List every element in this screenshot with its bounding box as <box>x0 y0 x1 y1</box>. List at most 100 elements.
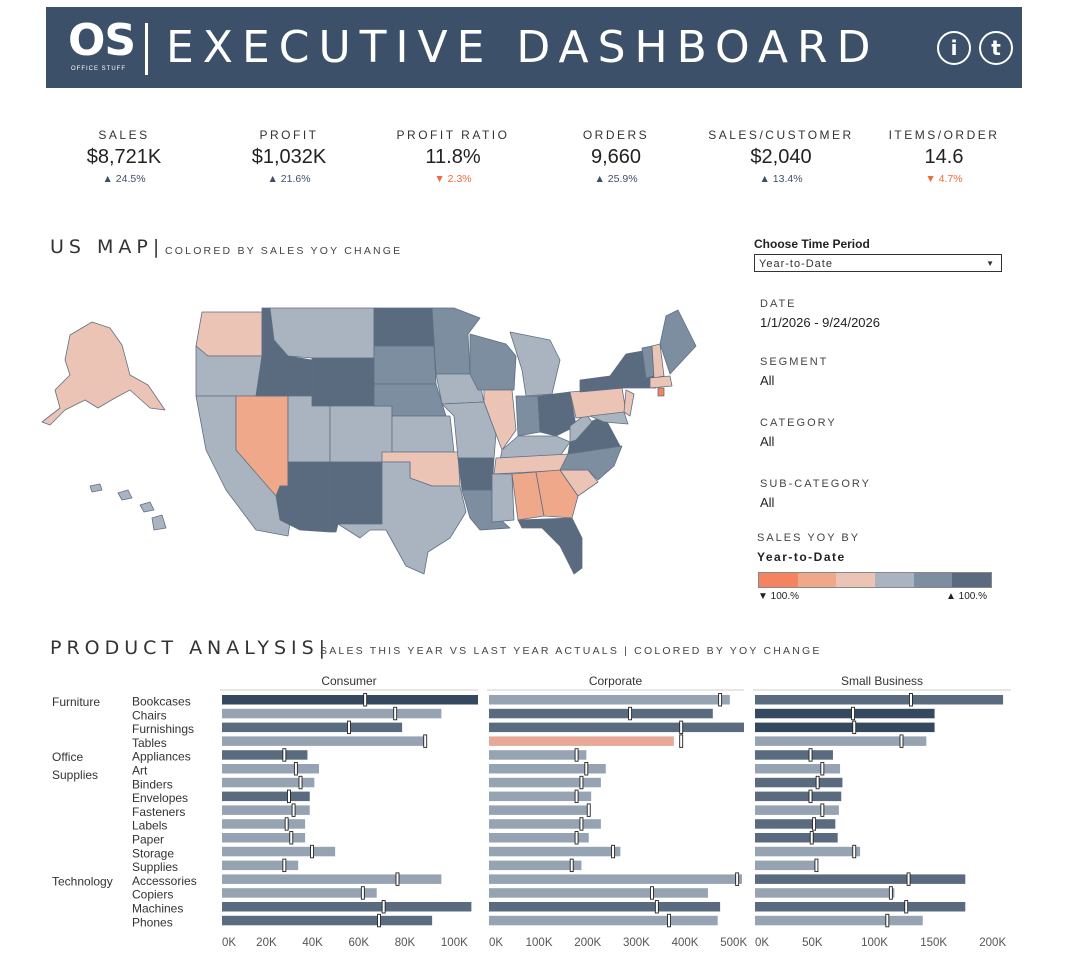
state-kansas <box>391 415 455 453</box>
kpi-value: 14.6 <box>924 146 964 168</box>
bar-this-year <box>222 805 310 815</box>
kpi-change: ▼ 2.3% <box>434 173 472 185</box>
subcategory-label: Labels <box>132 819 167 833</box>
marker-last-year <box>293 762 298 776</box>
marker-last-year <box>885 913 890 928</box>
category-label: Office <box>52 750 83 764</box>
state-mississippi <box>491 473 515 523</box>
kpi-value: 11.8% <box>425 146 481 168</box>
subcategory-label: Binders <box>132 777 173 791</box>
state-new-jersey <box>623 389 635 417</box>
kpi-change: ▲ 21.6% <box>267 173 311 185</box>
kpi-card: ITEMS/ORDER 14.6 ▼ 4.7% <box>869 128 1019 185</box>
kpi-change: ▼ 4.7% <box>925 173 963 185</box>
marker-last-year <box>363 693 368 707</box>
subcategory-label: Furnishings <box>132 722 194 736</box>
bar-this-year <box>222 777 315 788</box>
segment-header: Corporate <box>589 674 643 688</box>
subcategory-value[interactable]: All <box>760 495 775 510</box>
marker-last-year <box>808 748 813 762</box>
marker-last-year <box>377 913 381 928</box>
bar-this-year <box>755 874 966 884</box>
bar-this-year <box>222 860 299 871</box>
bar-this-year <box>755 695 1004 705</box>
date-value[interactable]: 1/1/2026 - 9/24/2026 <box>760 315 880 330</box>
marker-last-year <box>808 789 813 804</box>
bar-this-year <box>755 860 818 871</box>
marker-last-year <box>667 913 671 928</box>
marker-last-year <box>574 831 579 845</box>
axis-tick-label: 0K <box>755 937 769 949</box>
bar-this-year <box>489 846 621 857</box>
bar-this-year <box>222 695 478 705</box>
page-title: EXECUTIVE DASHBOARD <box>166 22 880 73</box>
state-rhode-island <box>657 387 665 397</box>
time-period-dropdown[interactable]: Year-to-Date ▼ <box>754 254 1002 272</box>
category-label: Furniture <box>52 695 100 709</box>
logo-divider <box>145 23 148 75</box>
marker-last-year <box>360 886 365 900</box>
bar-this-year <box>755 791 842 802</box>
state-north-carolina <box>559 445 623 481</box>
legend-low-label: ▼ 100.% <box>758 591 800 602</box>
header-banner: OS OFFICE STUFF EXECUTIVE DASHBOARD i t <box>46 7 1022 88</box>
axis-tick-label: 400K <box>672 937 699 949</box>
kpi-change: ▲ 13.4% <box>759 173 803 185</box>
axis-tick-label: 100K <box>861 937 888 949</box>
bar-this-year <box>489 708 713 719</box>
bar-this-year <box>489 777 601 788</box>
tableau-icon[interactable]: t <box>979 31 1013 65</box>
subcategory-label: Machines <box>132 902 183 916</box>
bar-this-year <box>489 833 589 843</box>
marker-last-year <box>852 844 857 859</box>
axis-tick-label: 0K <box>222 937 236 949</box>
bar-this-year <box>222 902 472 912</box>
product-analysis-chart: Furniture Office Supplies Technology Bookcas… <box>52 674 1011 949</box>
marker-last-year <box>395 872 400 886</box>
map-subtitle: COLORED BY SALES YOY CHANGE <box>165 245 403 257</box>
axis-tick-label: 500K <box>720 937 747 949</box>
marker-last-year <box>284 817 289 831</box>
info-icon[interactable]: i <box>937 31 971 65</box>
product-subtitle: SALES THIS YEAR VS LAST YEAR ACTUALS | C… <box>320 645 822 657</box>
bar-this-year <box>755 846 861 857</box>
bar-this-year <box>222 791 310 802</box>
legend-subtitle: Year-to-Date <box>757 550 846 564</box>
kpi-card: SALES $8,721K ▲ 24.5% <box>49 128 199 185</box>
marker-last-year <box>287 789 291 804</box>
bar-this-year <box>222 722 403 733</box>
bar-this-year <box>755 750 833 760</box>
marker-last-year <box>888 886 893 900</box>
marker-last-year <box>586 803 591 817</box>
marker-last-year <box>310 844 315 859</box>
subcategory-label: SUB-CATEGORY <box>760 478 871 490</box>
axis-tick-label: 300K <box>623 937 650 949</box>
date-label: DATE <box>760 298 797 310</box>
legend-swatch <box>797 573 837 587</box>
marker-last-year <box>679 720 684 735</box>
subcategory-label: Accessories <box>132 874 197 888</box>
legend-swatch <box>875 573 914 587</box>
marker-last-year <box>584 762 589 776</box>
axis-tick-label: 20K <box>256 937 277 949</box>
kpi-label: SALES <box>98 128 150 142</box>
bar-this-year <box>489 902 721 912</box>
axis-tick-label: 100K <box>441 937 468 949</box>
category-label: Technology <box>52 874 113 888</box>
bar-this-year <box>489 695 730 705</box>
subcategory-label: Storage <box>132 846 174 860</box>
bar-this-year <box>222 874 442 884</box>
subcategory-label: Envelopes <box>132 791 188 805</box>
marker-last-year <box>291 803 296 817</box>
axis-tick-label: 200K <box>979 937 1006 949</box>
marker-last-year <box>650 886 654 900</box>
marker-last-year <box>282 748 287 762</box>
category-value[interactable]: All <box>760 434 775 449</box>
segment-value[interactable]: All <box>760 373 775 388</box>
bar-this-year <box>222 819 306 829</box>
bar-this-year <box>222 846 336 857</box>
us-map[interactable] <box>30 290 720 590</box>
kpi-label: ITEMS/ORDER <box>888 128 1000 142</box>
bar-this-year <box>489 915 718 926</box>
kpi-card: ORDERS 9,660 ▲ 25.9% <box>541 128 691 185</box>
